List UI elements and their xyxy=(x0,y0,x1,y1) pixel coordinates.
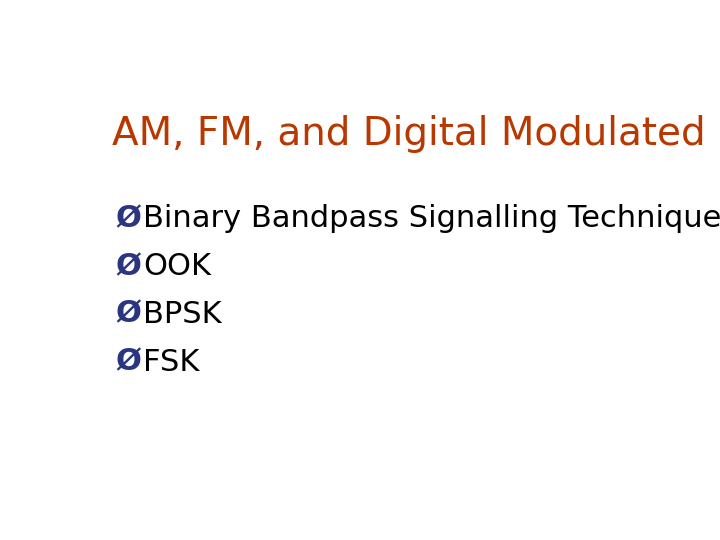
Text: OOK: OOK xyxy=(143,252,211,281)
Text: Ø: Ø xyxy=(115,204,141,233)
Text: AM, FM, and Digital Modulated Systems: AM, FM, and Digital Modulated Systems xyxy=(112,114,720,153)
Text: Ø: Ø xyxy=(115,252,141,281)
Text: Ø: Ø xyxy=(115,348,141,376)
Text: Ø: Ø xyxy=(115,300,141,329)
Text: FSK: FSK xyxy=(143,348,199,376)
Text: Binary Bandpass Signalling Techniques: Binary Bandpass Signalling Techniques xyxy=(143,204,720,233)
Text: BPSK: BPSK xyxy=(143,300,222,329)
